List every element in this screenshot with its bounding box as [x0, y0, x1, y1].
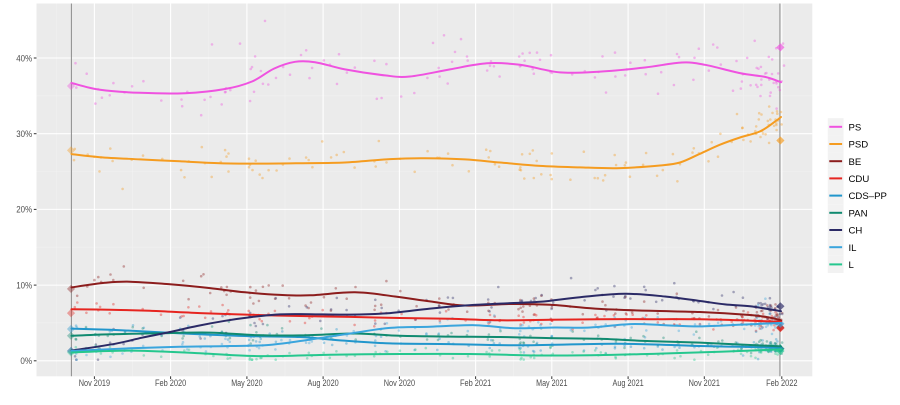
svg-text:40%: 40% [16, 53, 32, 63]
svg-text:Feb 2020: Feb 2020 [155, 378, 186, 388]
svg-text:CH: CH [849, 226, 863, 237]
svg-text:Feb 2021: Feb 2021 [460, 378, 491, 388]
svg-text:May 2021: May 2021 [536, 378, 567, 388]
svg-text:0%: 0% [20, 356, 32, 366]
svg-text:BE: BE [849, 157, 862, 168]
svg-text:L: L [849, 260, 855, 271]
svg-text:Feb 2022: Feb 2022 [766, 378, 797, 388]
svg-text:PAN: PAN [849, 208, 868, 219]
svg-text:Aug 2020: Aug 2020 [307, 378, 338, 388]
svg-text:10%: 10% [16, 280, 32, 290]
svg-text:May 2020: May 2020 [231, 378, 262, 388]
svg-text:20%: 20% [16, 205, 32, 215]
svg-text:PSD: PSD [849, 140, 869, 151]
svg-text:Nov 2019: Nov 2019 [79, 378, 110, 388]
svg-text:CDU: CDU [849, 174, 870, 185]
svg-text:Nov 2020: Nov 2020 [384, 378, 415, 388]
svg-text:Nov 2021: Nov 2021 [689, 378, 720, 388]
svg-text:30%: 30% [16, 129, 32, 139]
svg-text:CDS–PP: CDS–PP [849, 191, 887, 202]
svg-text:Aug 2021: Aug 2021 [612, 378, 643, 388]
svg-text:PS: PS [849, 122, 862, 133]
svg-text:IL: IL [849, 243, 858, 254]
